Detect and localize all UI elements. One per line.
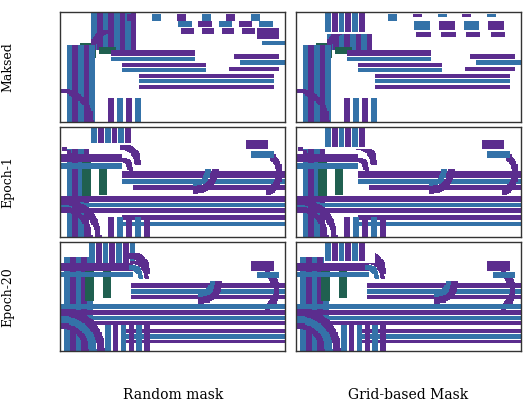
Text: Grid-based Mask: Grid-based Mask — [348, 388, 469, 402]
Text: Maksed: Maksed — [2, 42, 14, 92]
Text: Random mask: Random mask — [123, 388, 223, 402]
Text: Epoch-20: Epoch-20 — [2, 267, 14, 326]
Text: Epoch-1: Epoch-1 — [2, 156, 14, 208]
